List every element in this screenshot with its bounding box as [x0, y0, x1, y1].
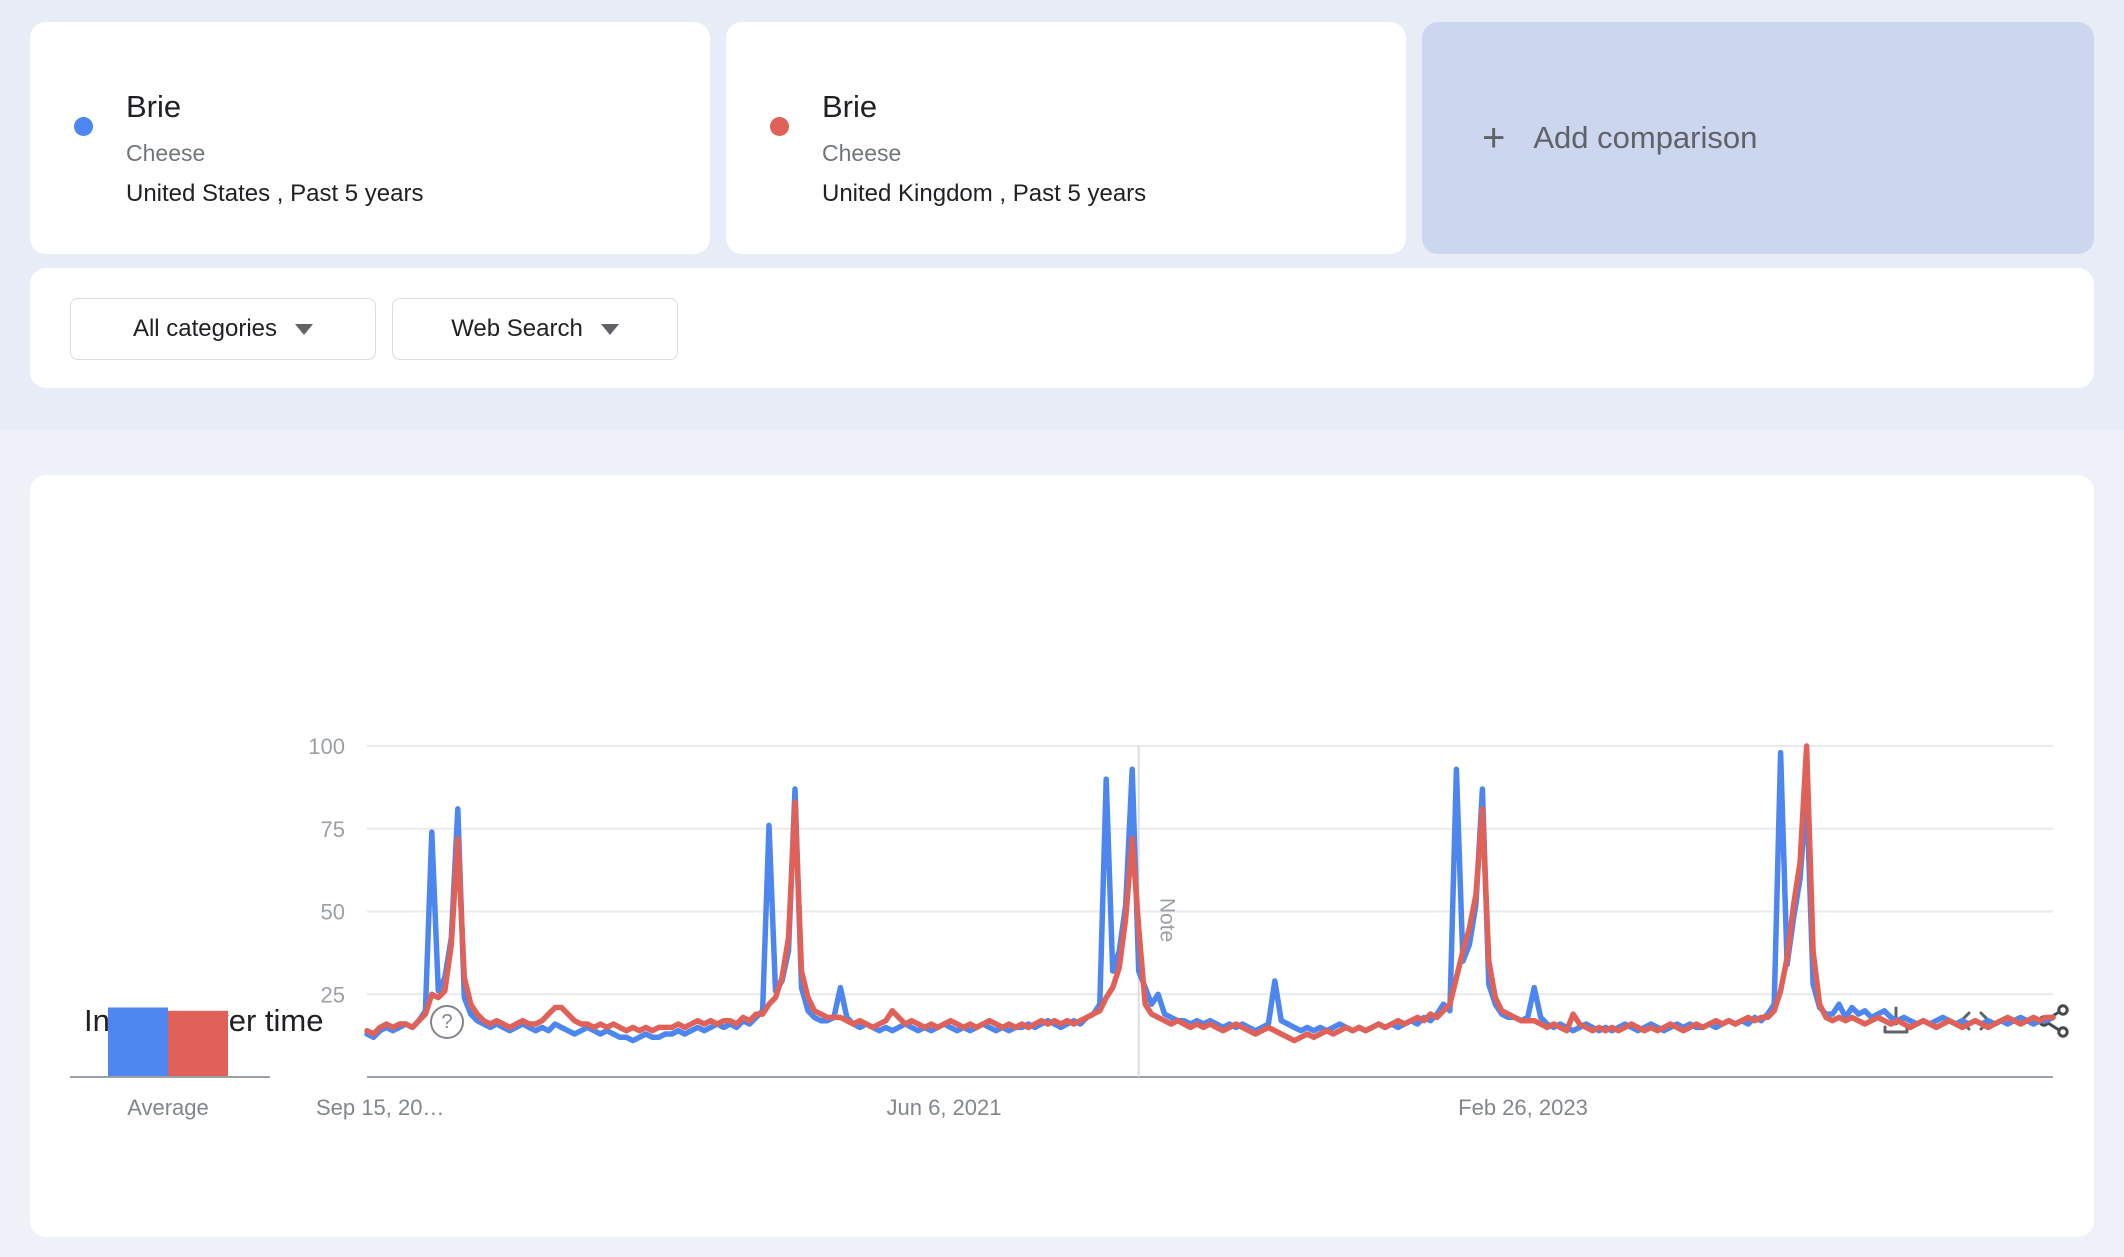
term-category: Cheese: [126, 140, 206, 166]
x-axis-tick-label: Sep 15, 20…: [316, 1095, 444, 1120]
y-axis-tick-label: 50: [321, 900, 345, 925]
search-term: Brie: [126, 89, 182, 124]
category-filter-dropdown[interactable]: All categories: [70, 298, 376, 360]
term-scope: United States , Past 5 years: [126, 180, 424, 207]
add-comparison-label: Add comparison: [1533, 120, 1758, 155]
x-axis-tick-label: Jun 6, 2021: [887, 1095, 1002, 1120]
y-axis-tick-label: 100: [308, 734, 345, 759]
filters-bar: All categories Web Search: [30, 268, 2094, 388]
search-type-filter-dropdown[interactable]: Web Search: [392, 298, 678, 360]
x-axis-tick-label: Feb 26, 2023: [1458, 1095, 1588, 1120]
add-comparison-button[interactable]: + Add comparison: [1422, 22, 2094, 254]
category-filter-label: All categories: [132, 315, 278, 342]
average-bar-us[interactable]: [108, 1007, 168, 1077]
note-label: Note: [1156, 898, 1179, 942]
y-axis-tick-label: 75: [321, 817, 345, 842]
comparison-card-united-states[interactable]: Brie Cheese United States , Past 5 years: [30, 22, 710, 254]
comparison-card-united-kingdom[interactable]: Brie Cheese United Kingdom , Past 5 year…: [726, 22, 1406, 254]
series-color-dot-icon-uk: [770, 117, 789, 136]
help-icon[interactable]: ?: [430, 1005, 464, 1039]
term-scope: United Kingdom , Past 5 years: [822, 180, 1147, 207]
search-type-filter-label: Web Search: [451, 315, 583, 342]
interest-over-time-chart[interactable]: 25 50 75 100 Note Sep 15, 20… Jun 6, 2021 Feb 2…: [30, 475, 2094, 1237]
y-axis-tick-label: 25: [321, 982, 345, 1007]
average-label: Average: [127, 1095, 209, 1120]
series-line-us[interactable]: [364, 749, 2056, 1044]
term-category: Cheese: [822, 140, 902, 166]
plus-icon: +: [1482, 116, 1506, 160]
search-term: Brie: [822, 89, 878, 124]
chevron-down-icon: [295, 323, 314, 335]
series-color-dot-icon-us: [74, 117, 93, 136]
series-line-uk[interactable]: [364, 743, 2056, 1044]
chevron-down-icon: [600, 323, 619, 335]
average-bar-uk[interactable]: [168, 1010, 228, 1077]
